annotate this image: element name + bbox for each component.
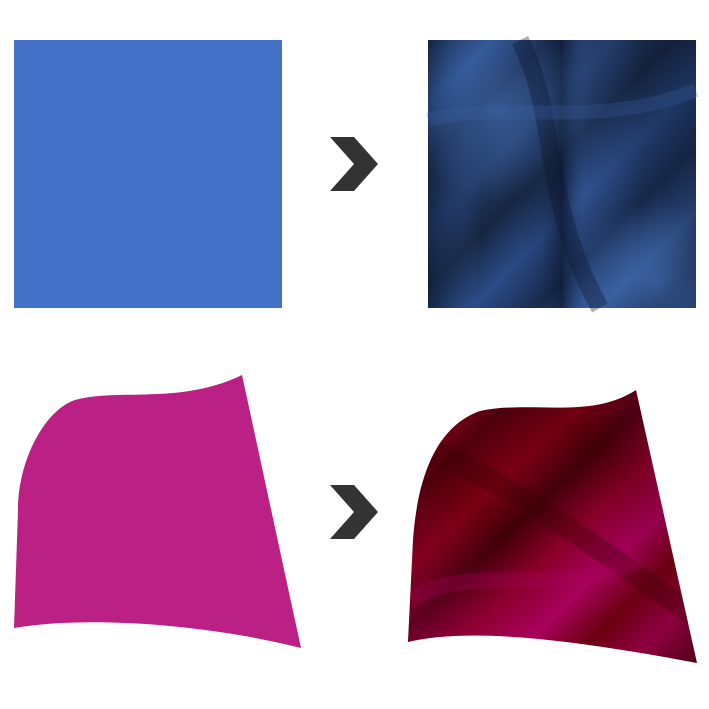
fabric-square <box>426 35 699 313</box>
chevron-right-icon <box>330 137 378 191</box>
flat-cloth <box>14 375 301 648</box>
fabric-cloth <box>408 390 697 663</box>
flat-square <box>14 40 282 308</box>
chevron-right-icon <box>330 485 378 539</box>
